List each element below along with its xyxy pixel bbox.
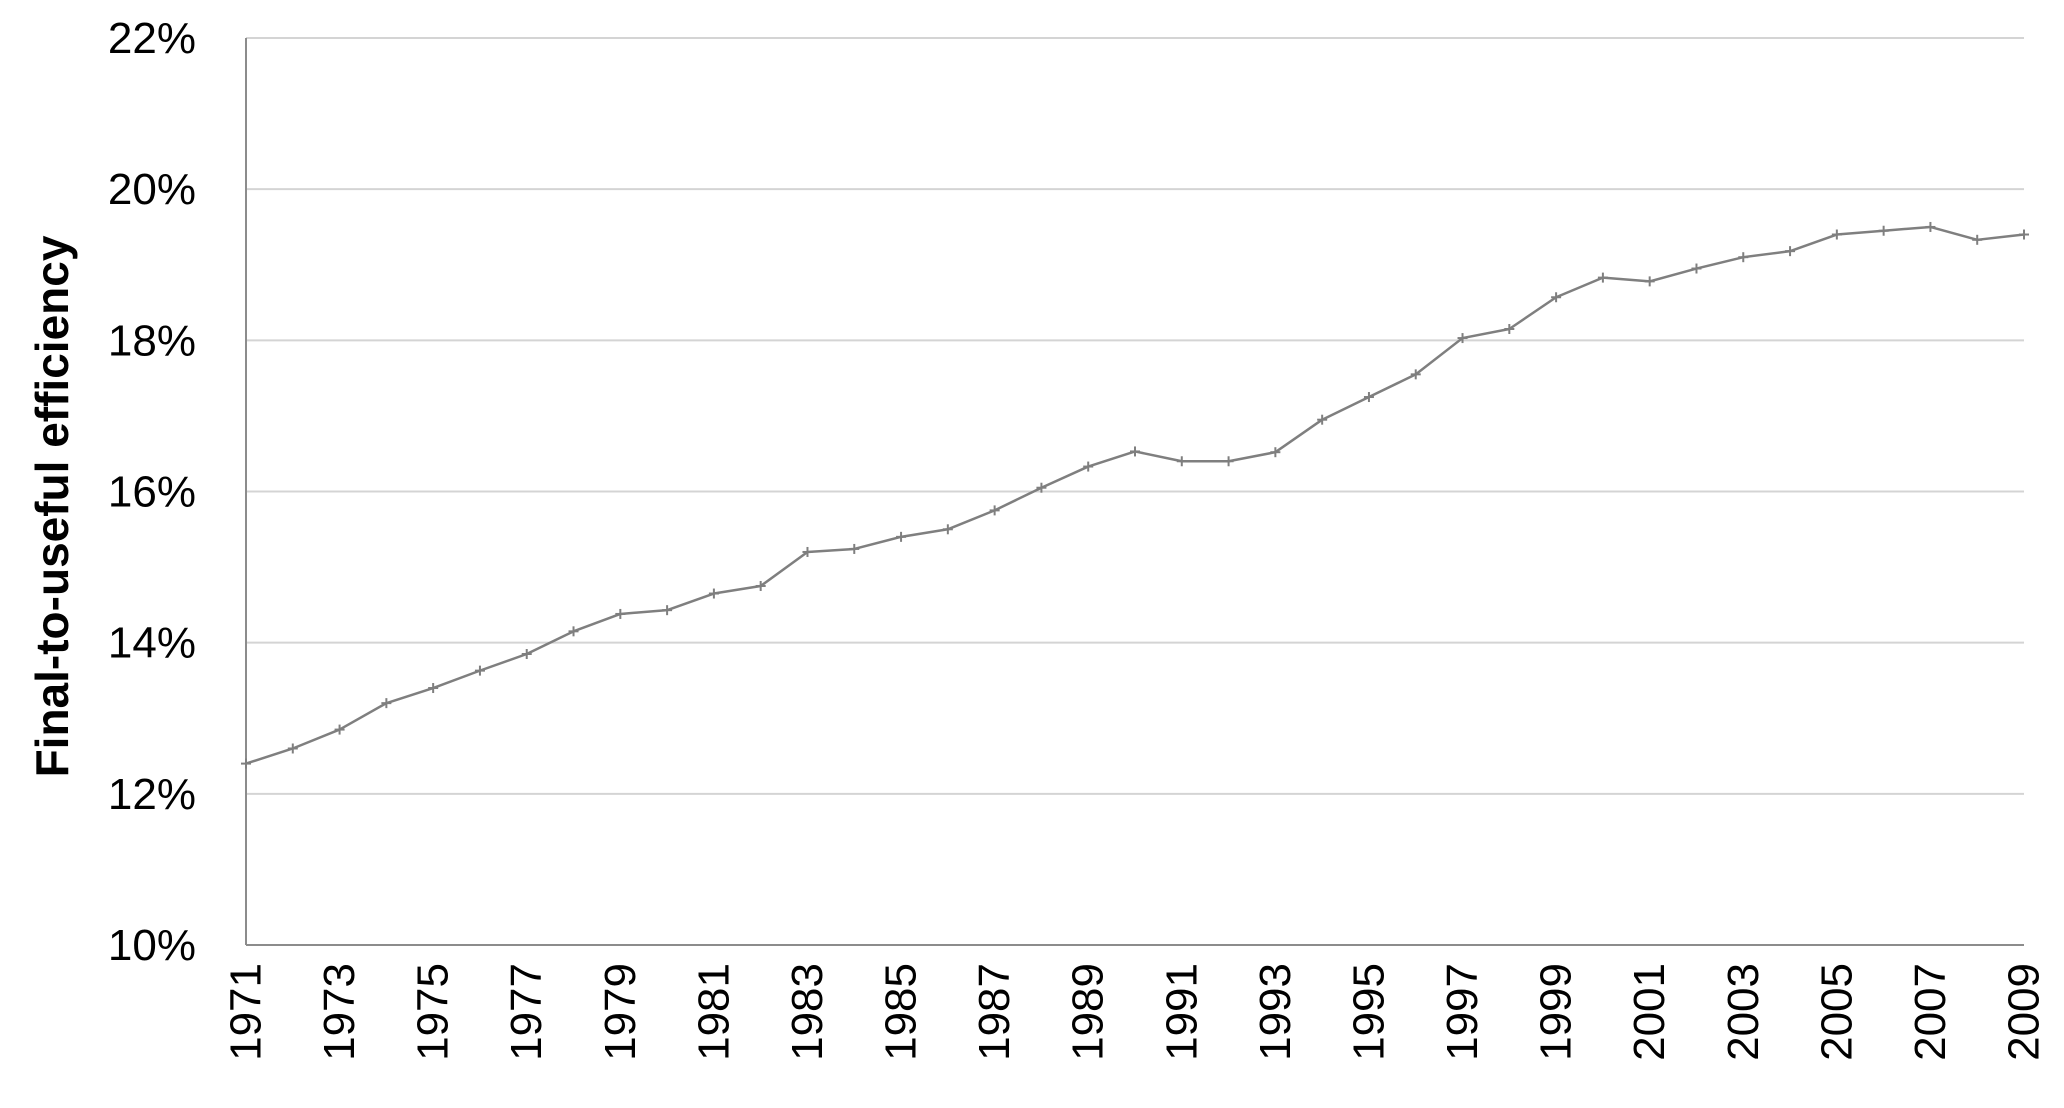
x-tick-label-2007: 2007 xyxy=(1906,963,1955,1061)
x-tick-labels: 1971 1973 1975 1977 1979 1981 1983 1985 1987 1989… xyxy=(222,963,2049,1061)
data-point-1986 xyxy=(942,524,953,535)
data-point-1994 xyxy=(1317,414,1328,425)
x-tick-label-1975: 1975 xyxy=(409,963,458,1061)
data-point-1978 xyxy=(568,626,579,637)
x-tick-label-1993: 1993 xyxy=(1251,963,1300,1061)
data-point-2009 xyxy=(2019,229,2029,240)
data-point-1985 xyxy=(896,531,907,542)
data-point-2004 xyxy=(1785,246,1796,257)
series-line-0 xyxy=(245,225,2025,765)
x-tick-label-2005: 2005 xyxy=(1812,963,1861,1061)
data-point-2003 xyxy=(1738,252,1749,263)
x-tick-label-2001: 2001 xyxy=(1625,963,1674,1061)
data-point-1990 xyxy=(1130,446,1140,457)
data-point-1973 xyxy=(334,724,345,735)
y-tick-label-2: 14% xyxy=(108,619,196,668)
x-tick-label-1979: 1979 xyxy=(596,963,645,1061)
data-point-1997 xyxy=(1457,333,1468,344)
data-point-1998 xyxy=(1504,323,1515,334)
data-point-1982 xyxy=(755,580,766,591)
data-point-2008 xyxy=(1972,234,1983,245)
data-point-1979 xyxy=(615,608,626,619)
x-tick-label-1971: 1971 xyxy=(222,963,271,1061)
x-tick-label-1985: 1985 xyxy=(877,963,926,1061)
data-point-1996 xyxy=(1410,369,1421,380)
x-tick-label-1997: 1997 xyxy=(1438,963,1487,1061)
x-tick-label-1973: 1973 xyxy=(315,963,364,1061)
data-point-1984 xyxy=(849,543,860,554)
y-axis-title: Final-to-useful efficiency xyxy=(26,235,78,777)
x-tick-label-1977: 1977 xyxy=(502,963,551,1061)
grid-lines xyxy=(246,37,2024,795)
x-tick-label-1999: 1999 xyxy=(1532,963,1581,1061)
data-point-1987 xyxy=(989,505,1000,516)
data-point-1999 xyxy=(1551,292,1562,303)
y-tick-label-3: 16% xyxy=(108,468,196,517)
data-point-2000 xyxy=(1597,272,1608,283)
data-point-2005 xyxy=(1831,229,1842,240)
data-point-1988 xyxy=(1036,482,1047,493)
x-tick-label-2003: 2003 xyxy=(1719,963,1768,1061)
data-point-1971 xyxy=(241,758,251,769)
y-tick-labels: 10% 12% 14% 16% 18% 20% 22% xyxy=(108,14,196,970)
x-tick-label-1983: 1983 xyxy=(783,963,832,1061)
data-point-1993 xyxy=(1270,447,1281,458)
data-point-2002 xyxy=(1691,263,1702,274)
x-tick-label-2009: 2009 xyxy=(2000,963,2049,1061)
data-point-1976 xyxy=(474,665,485,676)
data-point-1989 xyxy=(1083,461,1094,472)
data-point-1983 xyxy=(802,546,813,557)
y-tick-label-1: 12% xyxy=(108,770,196,819)
data-point-2007 xyxy=(1925,221,1936,232)
x-tick-label-1995: 1995 xyxy=(1344,963,1393,1061)
data-point-1974 xyxy=(381,698,392,709)
x-tick-label-1981: 1981 xyxy=(689,963,738,1061)
y-tick-label-0: 10% xyxy=(108,921,196,970)
data-point-1972 xyxy=(287,743,298,754)
data-point-1995 xyxy=(1363,392,1374,403)
series-group xyxy=(241,221,2029,769)
data-point-1975 xyxy=(428,683,439,694)
data-point-1981 xyxy=(708,588,719,599)
x-tick-label-1987: 1987 xyxy=(970,963,1019,1061)
data-point-2001 xyxy=(1644,276,1655,287)
y-tick-label-4: 18% xyxy=(108,316,196,365)
data-point-1992 xyxy=(1223,456,1234,467)
data-point-1977 xyxy=(521,649,532,660)
x-tick-label-1991: 1991 xyxy=(1157,963,1206,1061)
y-tick-label-5: 20% xyxy=(108,165,196,214)
data-point-1991 xyxy=(1176,456,1187,467)
data-point-2006 xyxy=(1878,225,1889,236)
data-point-1980 xyxy=(662,605,673,616)
y-tick-label-6: 22% xyxy=(108,14,196,63)
axes xyxy=(245,38,2024,946)
x-tick-label-1989: 1989 xyxy=(1064,963,1113,1061)
